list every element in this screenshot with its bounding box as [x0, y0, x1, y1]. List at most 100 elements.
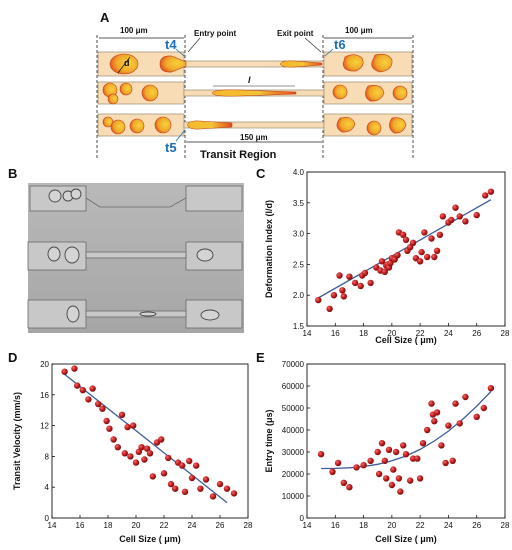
data-point [487, 385, 495, 392]
data-point [433, 247, 441, 254]
y-tick-label: 30000 [282, 448, 305, 457]
channel-row-2: l [97, 75, 413, 105]
data-point [167, 480, 175, 488]
data-point [114, 444, 122, 451]
x-tick-label: 16 [331, 329, 340, 338]
data-point [179, 462, 186, 469]
y-tick-label: 4 [45, 483, 50, 492]
data-point [121, 450, 128, 457]
data-point [61, 368, 68, 375]
data-point [445, 422, 452, 429]
cell [332, 84, 348, 100]
t6-label: t6 [334, 37, 346, 52]
x-axis-label: Cell Size ( μm) [375, 534, 437, 544]
data-point [99, 405, 106, 412]
data-point [416, 258, 424, 265]
data-point [424, 426, 431, 434]
y-tick-label: 2.5 [293, 260, 305, 269]
data-point [407, 477, 414, 484]
data-point [381, 457, 388, 464]
data-point [482, 192, 489, 199]
x-tick-label: 14 [303, 521, 312, 530]
transit-width-label: 150 μm [240, 133, 268, 142]
data-point [392, 448, 400, 456]
data-point [436, 231, 444, 238]
data-point [385, 446, 393, 453]
plot-frame [51, 363, 249, 519]
data-point [378, 440, 386, 447]
plot-frame [306, 363, 506, 519]
data-point [448, 216, 455, 224]
y-tick-label: 70000 [282, 360, 305, 369]
data-point [160, 470, 168, 477]
data-point [95, 400, 102, 408]
x-axis-label: Cell Size ( μm) [119, 534, 181, 544]
x-tick-label: 20 [387, 329, 396, 338]
data-point [473, 413, 480, 420]
y-tick-label: 8 [45, 452, 50, 461]
data-point [462, 393, 469, 401]
y-tick-label: 3.5 [293, 199, 305, 208]
channel-row-1: d [97, 51, 413, 77]
data-point [424, 253, 431, 261]
t6-pointer [324, 48, 334, 57]
y-axis-label: Entry time (μs) [264, 409, 274, 472]
data-point [315, 296, 322, 304]
y-tick-label: 60000 [282, 382, 305, 391]
cell [109, 53, 139, 75]
x-tick-label: 26 [472, 521, 481, 530]
data-point [487, 188, 495, 195]
data-point [394, 252, 401, 259]
y-tick-label: 20000 [282, 470, 305, 479]
data-point [106, 425, 113, 432]
cell [119, 82, 133, 96]
data-point [193, 462, 200, 469]
data-point [390, 466, 397, 473]
data-point [135, 448, 142, 455]
cell-in-channel [186, 120, 233, 130]
data-point [165, 454, 172, 462]
data-point [186, 457, 193, 465]
data-point [197, 485, 204, 492]
data-point [149, 473, 156, 480]
panel-a: A 100 μm 100 μm Entry point Exit point d [96, 10, 414, 161]
cell [371, 53, 393, 73]
data-point [414, 455, 421, 462]
x-tick-label: 20 [132, 521, 141, 530]
x-tick-label: 18 [359, 329, 368, 338]
channel-row-3 [97, 113, 413, 137]
data-point [480, 404, 487, 412]
cell-in-channel [211, 89, 297, 97]
x-tick-label: 16 [76, 521, 85, 530]
x-tick-label: 28 [244, 521, 253, 530]
data-point [340, 479, 347, 486]
y-tick-label: 3.0 [293, 230, 305, 239]
data-point [339, 287, 346, 294]
data-point [144, 445, 151, 452]
data-point [431, 253, 438, 261]
data-point [103, 417, 110, 425]
data-point [340, 293, 347, 300]
data-point [336, 272, 343, 279]
data-point [158, 436, 165, 443]
cell [110, 119, 126, 135]
y-tick-label: 50000 [282, 404, 305, 413]
length-label: l [248, 75, 251, 85]
x-tick-label: 14 [303, 329, 312, 338]
x-tick-label: 26 [472, 329, 481, 338]
data-point [138, 444, 145, 451]
diameter-line [117, 56, 131, 74]
y-tick-label: 40000 [282, 426, 305, 435]
data-point [360, 462, 367, 469]
data-point [89, 385, 96, 392]
x-tick-label: 24 [444, 521, 453, 530]
x-tick-label: 16 [331, 521, 340, 530]
x-tick-label: 24 [444, 329, 453, 338]
data-point [421, 229, 428, 236]
x-tick-label: 26 [216, 521, 225, 530]
data-point [388, 481, 396, 489]
data-point [188, 474, 196, 482]
y-tick-label: 20 [40, 360, 49, 369]
data-point [428, 235, 435, 242]
plot-frame [306, 171, 506, 327]
